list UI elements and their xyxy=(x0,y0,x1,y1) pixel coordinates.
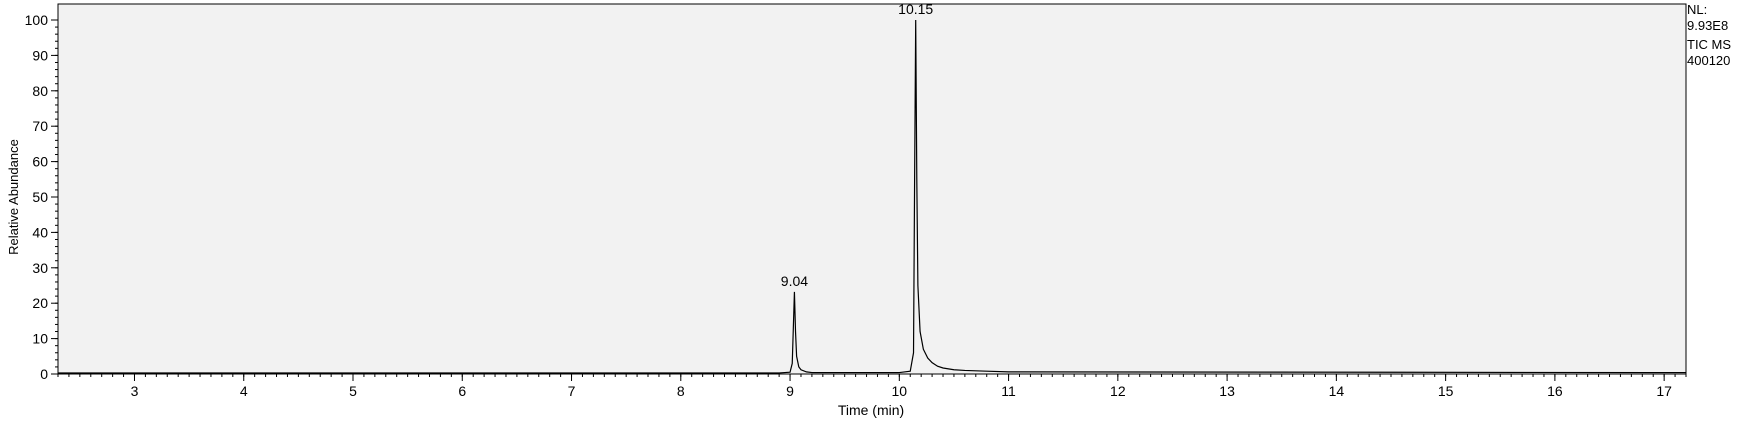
plot-area xyxy=(58,4,1686,374)
plot-frame xyxy=(57,3,1687,375)
peak-label: 10.15 xyxy=(898,1,933,17)
y-tick-label: 100 xyxy=(25,12,49,28)
sample-id-label: 400120 xyxy=(1687,53,1731,68)
x-tick-label: 4 xyxy=(240,383,248,399)
major-ticks xyxy=(51,19,1665,381)
x-tick-label: 7 xyxy=(568,383,576,399)
scan-filter-label: TIC MS xyxy=(1687,37,1732,52)
x-tick-label: 13 xyxy=(1219,383,1235,399)
tic-trace-line xyxy=(58,19,1687,374)
x-tick-label: 14 xyxy=(1329,383,1345,399)
y-tick-label: 60 xyxy=(32,154,48,170)
x-tick-label: 3 xyxy=(131,383,139,399)
x-tick-label: 16 xyxy=(1547,383,1563,399)
y-axis-title: Relative Abundance xyxy=(6,139,21,255)
x-tick-label: 11 xyxy=(1001,383,1016,399)
y-tick-label: 20 xyxy=(32,295,48,311)
y-tick-label: 10 xyxy=(32,331,48,347)
x-axis-title: Time (min) xyxy=(838,402,904,418)
x-tick-label: 15 xyxy=(1438,383,1454,399)
x-tick-labels: 3 4 5 6 7 8 9 10 11 12 13 14 15 16 17 xyxy=(131,383,1673,399)
x-tick-label: 12 xyxy=(1110,383,1126,399)
x-tick-label: 17 xyxy=(1656,383,1672,399)
y-tick-label: 90 xyxy=(32,47,48,63)
y-tick-label: 0 xyxy=(40,366,48,382)
x-tick-label: 5 xyxy=(349,383,357,399)
x-tick-label: 10 xyxy=(892,383,908,399)
y-tick-label: 70 xyxy=(32,118,48,134)
normalization-label: NL: xyxy=(1687,2,1708,17)
normalization-value: 9.93E8 xyxy=(1687,18,1729,33)
x-tick-label: 9 xyxy=(786,383,794,399)
peak-label: 9.04 xyxy=(781,273,808,289)
x-tick-label: 8 xyxy=(677,383,685,399)
y-tick-label: 80 xyxy=(32,83,48,99)
y-tick-label: 40 xyxy=(32,224,48,240)
y-tick-labels: 0 10 20 30 40 50 60 70 80 90 100 xyxy=(25,12,49,382)
peak-labels: 9.04 10.15 xyxy=(781,1,934,289)
x-tick-label: 6 xyxy=(458,383,466,399)
y-tick-label: 30 xyxy=(32,260,48,276)
y-tick-label: 50 xyxy=(32,189,48,205)
